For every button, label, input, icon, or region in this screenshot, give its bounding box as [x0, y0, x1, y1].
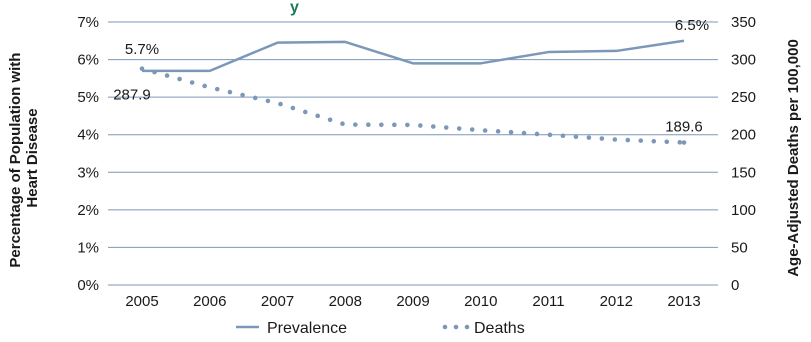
- deaths-dot: [302, 109, 308, 115]
- deaths-dot: [214, 86, 220, 92]
- x-tick-label: 2013: [667, 293, 700, 310]
- right-tick-label: 200: [731, 127, 756, 144]
- data-labels: 5.7% 6.5% 287.9 189.6: [113, 17, 709, 136]
- deaths-dot: [202, 83, 207, 89]
- right-tick-label: 100: [731, 202, 756, 219]
- deaths-dot: [152, 69, 157, 75]
- deaths-dot: [265, 98, 271, 104]
- left-axis-ticks: 0% 1% 2% 3% 4% 5% 6% 7%: [77, 14, 99, 294]
- deaths-dot: [482, 128, 488, 133]
- x-tick-label: 2010: [464, 293, 497, 310]
- right-tick-label: 150: [731, 164, 756, 181]
- deaths-dot: [418, 123, 423, 128]
- deaths-dot: [353, 122, 358, 127]
- deaths-dot: [612, 137, 618, 142]
- legend-swatch-deaths-dot: [464, 324, 470, 330]
- left-tick-label: 6%: [77, 52, 99, 69]
- deaths-dot: [521, 130, 527, 136]
- deaths-dot: [677, 140, 683, 145]
- deaths-dot: [327, 117, 333, 123]
- deaths-dot: [547, 132, 553, 138]
- x-axis-ticks: 2005 2006 2007 2008 2009 2010 2011 2012 2013: [125, 293, 700, 310]
- data-label: 287.9: [113, 87, 151, 104]
- deaths-dot: [456, 126, 462, 131]
- deaths-dot: [664, 139, 670, 145]
- deaths-dot: [392, 122, 397, 128]
- left-tick-label: 5%: [77, 89, 99, 106]
- left-tick-label: 3%: [77, 164, 99, 181]
- right-tick-label: 250: [731, 89, 756, 106]
- deaths-dot: [189, 80, 195, 85]
- deaths-dot: [164, 73, 170, 78]
- deaths-dot: [405, 122, 410, 128]
- data-label: 6.5%: [675, 17, 709, 34]
- left-tick-label: 2%: [77, 202, 99, 219]
- right-axis-ticks: 0 50 100 150 200 250 300 350: [731, 14, 756, 294]
- right-tick-label: 300: [731, 52, 756, 69]
- deaths-dot: [139, 66, 145, 71]
- title-fragment: y: [290, 0, 299, 16]
- right-axis-label: Age-Adjusted Deaths per 100,000: [785, 39, 802, 277]
- left-tick-label: 0%: [77, 277, 99, 294]
- left-tick-label: 1%: [77, 239, 99, 256]
- x-tick-label: 2008: [329, 293, 362, 310]
- deaths-dot: [638, 138, 644, 143]
- deaths-dot: [534, 131, 540, 137]
- series-layer: [139, 39, 687, 145]
- x-tick-label: 2005: [125, 293, 158, 310]
- deaths-dot: [469, 127, 475, 132]
- right-tick-label: 350: [731, 14, 756, 31]
- deaths-dot: [379, 122, 384, 128]
- deaths-dot: [252, 95, 258, 101]
- x-tick-label: 2009: [396, 293, 429, 310]
- x-tick-label: 2011: [532, 293, 564, 310]
- deaths-dot: [340, 121, 345, 126]
- deaths-dot: [290, 105, 296, 111]
- legend-swatch-deaths-dot: [453, 324, 459, 330]
- gridlines: [108, 21, 718, 286]
- deaths-dot: [366, 122, 371, 127]
- deaths-dot: [625, 137, 631, 143]
- deaths-dot: [177, 76, 182, 82]
- deaths-dot: [227, 89, 233, 95]
- left-tick-label: 4%: [77, 127, 99, 144]
- deaths-dot: [240, 92, 245, 98]
- x-tick-label: 2007: [261, 293, 294, 310]
- deaths-dot: [495, 129, 501, 134]
- data-label: 189.6: [665, 119, 703, 136]
- legend-label-prevalence: Prevalence: [267, 320, 347, 337]
- right-tick-label: 0: [731, 277, 739, 294]
- deaths-dot: [315, 113, 320, 119]
- legend: Prevalence Deaths: [236, 320, 525, 337]
- deaths-dot: [560, 133, 566, 139]
- left-tick-label: 7%: [77, 14, 99, 31]
- deaths-dot: [651, 138, 657, 144]
- deaths-dot: [681, 140, 687, 145]
- legend-label-deaths: Deaths: [474, 320, 525, 337]
- left-axis-label: Percentage of Population with Heart Dise…: [7, 48, 41, 267]
- series-line-prevalence: [142, 39, 685, 73]
- deaths-dot: [278, 101, 283, 107]
- left-axis-label-line2: Heart Disease: [24, 108, 41, 207]
- legend-swatch-deaths-dot: [442, 324, 448, 330]
- deaths-dot: [443, 125, 449, 130]
- deaths-dot: [508, 129, 514, 135]
- deaths-dot: [586, 135, 592, 140]
- deaths-dot: [599, 136, 605, 141]
- x-tick-label: 2006: [193, 293, 226, 310]
- right-tick-label: 50: [731, 239, 748, 256]
- left-axis-label-line1: Percentage of Population with: [7, 53, 24, 268]
- data-label: 5.7%: [125, 41, 159, 58]
- deaths-dot: [573, 134, 579, 139]
- deaths-dot: [430, 124, 436, 129]
- x-tick-label: 2012: [600, 293, 633, 310]
